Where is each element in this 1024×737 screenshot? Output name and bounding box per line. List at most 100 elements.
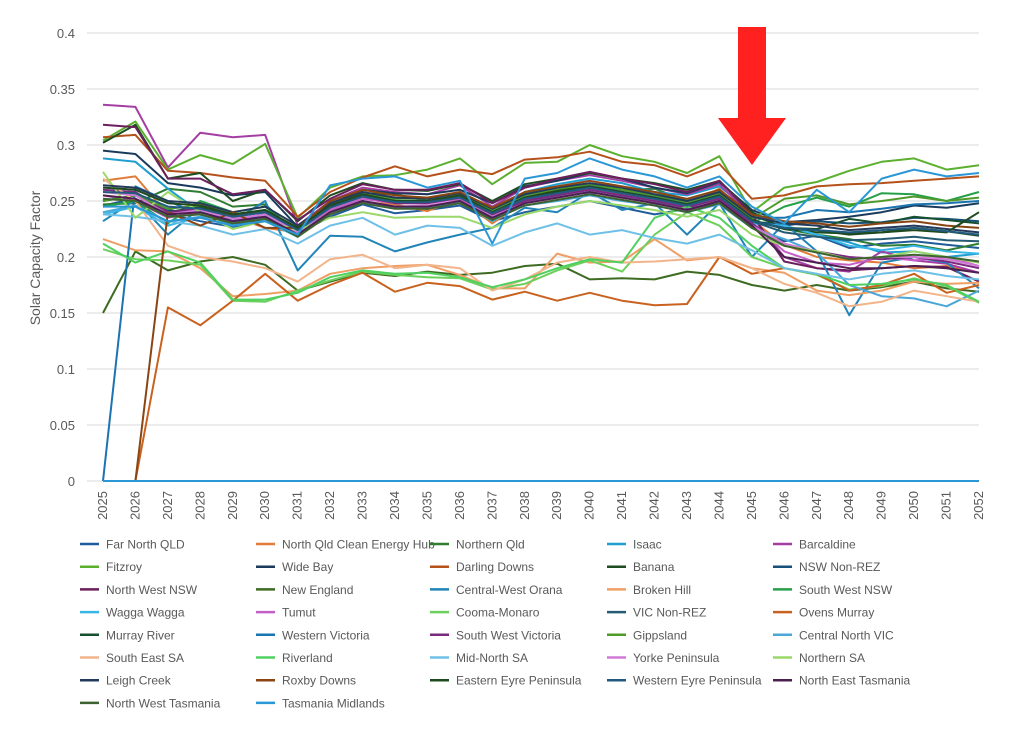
legend-item: Roxby Downs	[256, 674, 356, 688]
legend-label: Isaac	[633, 538, 662, 552]
y-axis-label: Solar Capacity Factor	[27, 190, 43, 325]
legend-label: Ovens Murray	[799, 606, 874, 620]
legend-item: South West NSW	[773, 583, 893, 597]
legend-item: Wide Bay	[256, 560, 333, 574]
y-tick-label: 0.15	[50, 306, 75, 321]
legend-label: Northern Qld	[456, 538, 525, 552]
legend-item: Eastern Eyre Peninsula	[430, 674, 582, 688]
x-tick-label: 2042	[647, 491, 662, 520]
series-line	[102, 186, 980, 236]
legend-item: Fitzroy	[80, 560, 142, 574]
legend-item: Broken Hill	[607, 583, 691, 597]
legend-label: Tasmania Midlands	[282, 696, 385, 710]
series-line	[103, 179, 980, 482]
legend-label: Gippsland	[633, 628, 687, 642]
legend-item: Tumut	[256, 606, 316, 620]
legend-item: Far North QLD	[80, 538, 185, 552]
x-tick-label: 2037	[484, 491, 499, 520]
legend-item: Wagga Wagga	[80, 606, 185, 620]
series-line	[102, 182, 980, 234]
legend-label: New England	[282, 583, 353, 597]
x-tick-label: 2038	[517, 491, 532, 520]
legend-label: Broken Hill	[633, 583, 691, 597]
y-tick-label: 0.35	[50, 82, 75, 97]
legend-item: Murray River	[80, 628, 175, 642]
series-line	[102, 177, 980, 308]
legend-label: Tumut	[282, 606, 316, 620]
legend-label: Fitzroy	[106, 560, 142, 574]
y-tick-label: 0.05	[50, 418, 75, 433]
x-tick-label: 2050	[906, 491, 921, 520]
legend-item: North West NSW	[80, 583, 198, 597]
legend-item: NSW Non-REZ	[773, 560, 880, 574]
legend-item: North West Tasmania	[80, 696, 221, 710]
series-line	[102, 205, 980, 303]
legend-item: Tasmania Midlands	[256, 696, 385, 710]
series-line	[102, 250, 980, 314]
series-line	[102, 191, 980, 274]
y-tick-label: 0.4	[57, 26, 75, 41]
x-tick-label: 2041	[614, 491, 629, 520]
legend-label: Barcaldine	[799, 538, 856, 552]
legend-item: Barcaldine	[773, 538, 856, 552]
legend-label: Wagga Wagga	[106, 606, 185, 620]
x-tick-label: 2029	[225, 491, 240, 520]
x-tick-label: 2044	[711, 491, 726, 520]
series-line	[103, 256, 980, 482]
x-tick-label: 2049	[874, 491, 889, 520]
legend-item: Darling Downs	[430, 560, 534, 574]
legend-label: Murray River	[106, 628, 175, 642]
y-tick-label: 0.2	[57, 250, 75, 265]
x-tick-label: 2027	[160, 491, 175, 520]
x-tick-label: 2052	[971, 491, 986, 520]
red-arrow-annotation	[718, 27, 786, 165]
legend-label: Northern SA	[799, 651, 865, 665]
legend-item: South East SA	[80, 651, 184, 665]
legend-label: South West NSW	[799, 583, 893, 597]
legend-label: Riverland	[282, 651, 333, 665]
legend-label: NSW Non-REZ	[799, 560, 880, 574]
legend-item: North Qld Clean Energy Hub	[256, 538, 435, 552]
y-tick-label: 0	[68, 474, 75, 489]
x-tick-label: 2031	[290, 491, 305, 520]
x-tick-label: 2047	[809, 491, 824, 520]
x-tick-label: 2045	[744, 491, 759, 520]
legend-item: Western Eyre Peninsula	[607, 674, 762, 688]
series-line	[102, 157, 980, 258]
legend-item: Northern Qld	[430, 538, 525, 552]
legend-item: Western Victoria	[256, 628, 370, 642]
x-tick-label: 2043	[679, 491, 694, 520]
legend-item: Isaac	[607, 538, 662, 552]
legend-label: North East Tasmania	[799, 674, 910, 688]
x-tick-label: 2036	[452, 491, 467, 520]
legend-item: New England	[256, 583, 353, 597]
legend-label: Far North QLD	[106, 538, 185, 552]
legend-item: North East Tasmania	[773, 674, 910, 688]
legend-item: Ovens Murray	[773, 606, 874, 620]
x-tick-label: 2025	[95, 491, 110, 520]
x-tick-label: 2046	[776, 491, 791, 520]
x-tick-label: 2035	[419, 491, 434, 520]
series-line	[102, 193, 980, 263]
legend-item: Gippsland	[607, 628, 687, 642]
legend-item: VIC Non-REZ	[607, 606, 706, 620]
x-tick-label: 2030	[257, 491, 272, 520]
x-tick-label: 2034	[387, 491, 402, 520]
x-tick-label: 2040	[582, 491, 597, 520]
series-line	[103, 157, 980, 245]
x-tick-label: 2039	[549, 491, 564, 520]
legend-item: South West Victoria	[430, 628, 561, 642]
legend-label: Western Victoria	[282, 628, 370, 642]
legend-item: Mid-North SA	[430, 651, 528, 665]
legend-label: Central North VIC	[799, 628, 894, 642]
legend-label: Western Eyre Peninsula	[633, 674, 762, 688]
annotation	[718, 27, 786, 165]
legend-label: South West Victoria	[456, 628, 561, 642]
legend-item: Yorke Peninsula	[607, 651, 720, 665]
x-tick-label: 2026	[127, 491, 142, 520]
series-line	[102, 213, 980, 281]
legend: Far North QLD North Qld Clean Energy Hub N…	[80, 538, 910, 710]
legend-label: Wide Bay	[282, 560, 333, 574]
